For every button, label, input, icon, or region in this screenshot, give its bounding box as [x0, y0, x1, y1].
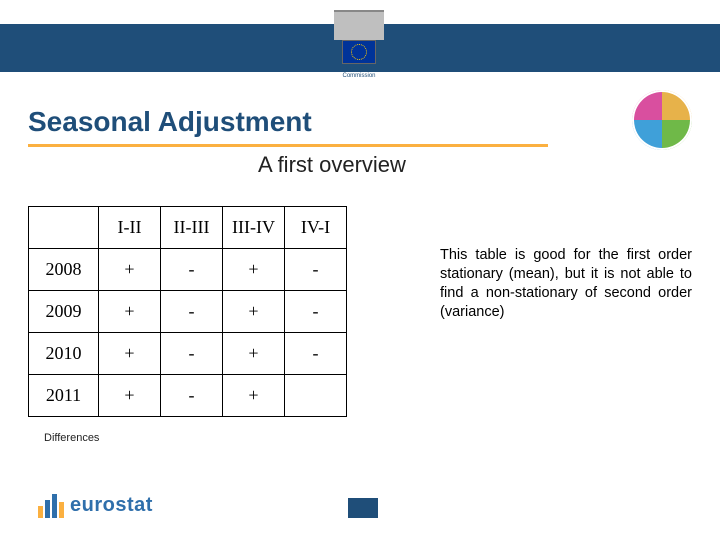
- cell: -: [161, 333, 223, 375]
- differences-table: I-II II-III III-IV IV-I 2008 + - + - 200…: [28, 206, 347, 417]
- table-row: 2011 + - +: [29, 375, 347, 417]
- cell: +: [223, 249, 285, 291]
- eu-flag-icon: [342, 40, 376, 64]
- col-header: IV-I: [285, 207, 347, 249]
- page-subtitle: A first overview: [258, 152, 406, 178]
- cell: +: [223, 375, 285, 417]
- logo-caption-line1: European: [346, 66, 372, 72]
- differences-table-wrap: I-II II-III III-IV IV-I 2008 + - + - 200…: [28, 206, 347, 417]
- cell: +: [99, 291, 161, 333]
- cell: -: [161, 375, 223, 417]
- table-row: 2008 + - + -: [29, 249, 347, 291]
- page-title: Seasonal Adjustment: [28, 106, 312, 138]
- seasons-tree-icon: [632, 90, 692, 150]
- logo-building-icon: [334, 10, 384, 40]
- cell: -: [161, 249, 223, 291]
- cell: -: [285, 249, 347, 291]
- table-header-row: I-II II-III III-IV IV-I: [29, 207, 347, 249]
- cell: +: [223, 291, 285, 333]
- col-header: I-II: [99, 207, 161, 249]
- cell: -: [285, 333, 347, 375]
- cell: +: [99, 333, 161, 375]
- cell: +: [223, 333, 285, 375]
- eurostat-bars-icon: [38, 492, 64, 518]
- cell: +: [99, 249, 161, 291]
- table-row: 2009 + - + -: [29, 291, 347, 333]
- table-corner-cell: [29, 207, 99, 249]
- eurostat-logo: eurostat: [38, 492, 153, 518]
- row-year: 2011: [29, 375, 99, 417]
- col-header: III-IV: [223, 207, 285, 249]
- cell: -: [285, 291, 347, 333]
- row-year: 2008: [29, 249, 99, 291]
- table-row: 2010 + - + -: [29, 333, 347, 375]
- logo-caption-line2: Commission: [342, 73, 375, 79]
- explanation-text: This table is good for the first order s…: [440, 246, 692, 321]
- footer-flag-icon: [348, 498, 378, 518]
- cell: -: [161, 291, 223, 333]
- col-header: II-III: [161, 207, 223, 249]
- logo-caption: European Commission: [342, 66, 375, 79]
- eurostat-word: eurostat: [70, 494, 153, 517]
- cell: +: [99, 375, 161, 417]
- row-year: 2009: [29, 291, 99, 333]
- cell: [285, 375, 347, 417]
- european-commission-logo: European Commission: [320, 12, 398, 90]
- table-caption: Differences: [44, 432, 99, 444]
- row-year: 2010: [29, 333, 99, 375]
- title-underline: [28, 144, 548, 147]
